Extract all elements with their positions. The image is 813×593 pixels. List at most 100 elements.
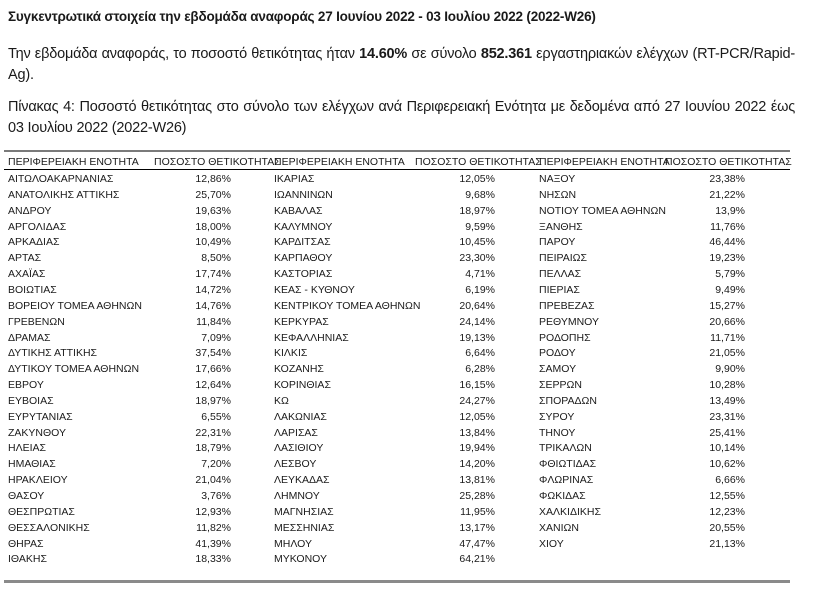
table-row: ΔΥΤΙΚΟΥ ΤΟΜΕΑ ΑΘΗΝΩΝ 17,66% bbox=[4, 361, 270, 377]
region-name: ΚΑΡΔΙΤΣΑΣ bbox=[274, 236, 331, 249]
table-row: ΡΟΔΟΠΗΣ 11,71% bbox=[535, 330, 790, 346]
table-row: ΠΑΡΟΥ 46,44% bbox=[535, 234, 790, 250]
region-name: ΚΟΡΙΝΘΙΑΣ bbox=[274, 379, 331, 392]
table-row: ΒΟΙΩΤΙΑΣ 14,72% bbox=[4, 282, 270, 298]
table-row: ΣΠΟΡΑΔΩΝ 13,49% bbox=[535, 393, 790, 409]
table-row: ΡΟΔΟΥ 21,05% bbox=[535, 345, 790, 361]
table-row: ΝΟΤΙΟΥ ΤΟΜΕΑ ΑΘΗΝΩΝ 13,9% bbox=[535, 203, 790, 219]
table-row: ΜΥΚΟΝΟΥ 64,21% bbox=[270, 551, 535, 567]
positivity-value: 18,00% bbox=[195, 220, 231, 233]
region-name: ΗΜΑΘΙΑΣ bbox=[8, 458, 56, 471]
positivity-value: 19,13% bbox=[459, 331, 495, 344]
table-row: ΚΕΦΑΛΛΗΝΙΑΣ 19,13% bbox=[270, 330, 535, 346]
table-row: ΠΕΛΛΑΣ 5,79% bbox=[535, 266, 790, 282]
table-header-row: ΠΕΡΙΦΕΡΕΙΑΚΗ ΕΝΟΤΗΤΑ ΠΟΣΟΣΤΟ ΘΕΤΙΚΟΤΗΤΑΣ bbox=[535, 154, 792, 170]
table-row: ΣΕΡΡΩΝ 10,28% bbox=[535, 377, 790, 393]
total-tests: 852.361 bbox=[480, 46, 532, 62]
positivity-value: 9,49% bbox=[715, 283, 745, 296]
region-name: ΚΑΛΥΜΝΟΥ bbox=[274, 220, 333, 233]
positivity-value: 20,55% bbox=[709, 521, 745, 534]
table-row: ΕΥΡΥΤΑΝΙΑΣ 6,55% bbox=[4, 409, 270, 425]
region-name: ΠΙΕΡΙΑΣ bbox=[539, 283, 580, 296]
positivity-value: 46,44% bbox=[709, 236, 745, 249]
positivity-value: 23,31% bbox=[709, 410, 745, 423]
positivity-value: 7,20% bbox=[201, 458, 231, 471]
positivity-value: 9,59% bbox=[465, 220, 495, 233]
region-name: ΞΑΝΘΗΣ bbox=[539, 220, 583, 233]
table-row: ΗΡΑΚΛΕΙΟΥ 21,04% bbox=[4, 472, 270, 488]
positivity-value: 11,76% bbox=[710, 220, 745, 233]
table-row: ΞΑΝΘΗΣ 11,76% bbox=[535, 219, 790, 235]
table-row: ΜΗΛΟΥ 47,47% bbox=[270, 536, 535, 552]
positivity-value: 18,33% bbox=[195, 553, 231, 566]
positivity-value: 8,50% bbox=[201, 252, 231, 265]
region-name: ΗΛΕΙΑΣ bbox=[8, 442, 47, 455]
region-name: ΛΑΣΙΘΙΟΥ bbox=[274, 442, 324, 455]
positivity-value: 9,90% bbox=[715, 363, 745, 376]
region-name: ΦΩΚΙΔΑΣ bbox=[539, 490, 586, 502]
region-name: ΙΘΑΚΗΣ bbox=[8, 553, 47, 566]
table-row: ΚΕΡΚΥΡΑΣ 24,14% bbox=[270, 314, 535, 330]
region-name: ΗΡΑΚΛΕΙΟΥ bbox=[8, 474, 68, 487]
table-row: ΑΙΤΩΛΟΑΚΑΡΝΑΝΙΑΣ 12,86% bbox=[4, 171, 270, 187]
positivity-value: 10,45% bbox=[459, 236, 495, 249]
positivity-value: 22,31% bbox=[195, 426, 231, 439]
table-row: ΧΑΝΙΩΝ 20,55% bbox=[535, 520, 790, 536]
table-row: ΑΝΔΡΟΥ 19,63% bbox=[4, 203, 270, 219]
region-name: ΕΥΒΟΙΑΣ bbox=[8, 394, 54, 407]
positivity-value: 12,05% bbox=[459, 173, 495, 185]
region-name: ΤΗΝΟΥ bbox=[539, 426, 576, 439]
positivity-value: 12,23% bbox=[709, 505, 745, 518]
region-name: ΚΕΑΣ - ΚΥΘΝΟΥ bbox=[274, 283, 355, 296]
table-row: ΘΕΣΣΑΛΟΝΙΚΗΣ 11,82% bbox=[4, 520, 270, 536]
region-name: ΣΠΟΡΑΔΩΝ bbox=[539, 394, 597, 407]
region-name: ΚΩ bbox=[274, 394, 289, 407]
region-name: ΓΡΕΒΕΝΩΝ bbox=[8, 315, 65, 328]
region-name: ΠΕΙΡΑΙΩΣ bbox=[539, 252, 587, 265]
region-name: ΡΟΔΟΥ bbox=[539, 347, 576, 360]
table-row: ΚΑΡΠΑΘΟΥ 23,30% bbox=[270, 250, 535, 266]
positivity-value: 11,84% bbox=[196, 315, 231, 328]
positivity-value: 25,41% bbox=[709, 426, 745, 439]
table-row: ΛΑΚΩΝΙΑΣ 12,05% bbox=[270, 409, 535, 425]
region-name: ΜΕΣΣΗΝΙΑΣ bbox=[274, 521, 335, 534]
region-name: ΚΕΦΑΛΛΗΝΙΑΣ bbox=[274, 331, 349, 344]
region-name: ΔΥΤΙΚΟΥ ΤΟΜΕΑ ΑΘΗΝΩΝ bbox=[8, 363, 140, 376]
table-row: ΠΡΕΒΕΖΑΣ 15,27% bbox=[535, 298, 790, 314]
table-row: ΘΕΣΠΡΩΤΙΑΣ 12,93% bbox=[4, 504, 270, 520]
table-row: ΑΡΤΑΣ 8,50% bbox=[4, 250, 270, 266]
positivity-value: 16,15% bbox=[459, 379, 495, 392]
region-name: ΚΑΒΑΛΑΣ bbox=[274, 204, 323, 217]
positivity-value: 10,28% bbox=[709, 379, 745, 392]
region-name: ΚΕΝΤΡΙΚΟΥ ΤΟΜΕΑ ΑΘΗΝΩΝ bbox=[274, 299, 421, 312]
positivity-value: 6,28% bbox=[465, 363, 495, 376]
table-row: ΓΡΕΒΕΝΩΝ 11,84% bbox=[4, 314, 270, 330]
positivity-value: 37,54% bbox=[195, 347, 231, 360]
positivity-value: 14,20% bbox=[459, 458, 495, 471]
positivity-value: 12,55% bbox=[709, 490, 745, 502]
region-name: ΧΑΝΙΩΝ bbox=[539, 521, 579, 534]
positivity-value: 11,71% bbox=[710, 331, 745, 344]
positivity-value: 18,97% bbox=[195, 394, 231, 407]
positivity-value: 23,38% bbox=[709, 173, 745, 185]
region-name: ΙΩΑΝΝΙΝΩΝ bbox=[274, 188, 333, 201]
table-row: ΡΕΘΥΜΝΟΥ 20,66% bbox=[535, 314, 790, 330]
table-row: ΕΥΒΟΙΑΣ 18,97% bbox=[4, 393, 270, 409]
region-name: ΚΑΡΠΑΘΟΥ bbox=[274, 252, 333, 265]
header-positivity: ΠΟΣΟΣΤΟ ΘΕΤΙΚΟΤΗΤΑΣ bbox=[154, 156, 281, 168]
table-row: ΚΟΖΑΝΗΣ 6,28% bbox=[270, 361, 535, 377]
header-positivity: ΠΟΣΟΣΤΟ ΘΕΤΙΚΟΤΗΤΑΣ bbox=[665, 156, 792, 168]
region-name: ΝΗΣΩΝ bbox=[539, 188, 577, 201]
table-row: ΛΑΡΙΣΑΣ 13,84% bbox=[270, 425, 535, 441]
table-row: ΚΑΒΑΛΑΣ 18,97% bbox=[270, 203, 535, 219]
positivity-value: 24,27% bbox=[459, 394, 495, 407]
table-row: ΣΑΜΟΥ 9,90% bbox=[535, 361, 790, 377]
table-row: ΔΡΑΜΑΣ 7,09% bbox=[4, 330, 270, 346]
region-name: ΣΑΜΟΥ bbox=[539, 363, 577, 376]
positivity-value: 21,13% bbox=[709, 537, 745, 550]
region-name: ΦΘΙΩΤΙΔΑΣ bbox=[539, 458, 597, 471]
positivity-value: 12,93% bbox=[195, 505, 231, 518]
positivity-value: 21,04% bbox=[195, 474, 231, 487]
table-row: ΕΒΡΟΥ 12,64% bbox=[4, 377, 270, 393]
table-row: ΤΡΙΚΑΛΩΝ 10,14% bbox=[535, 440, 790, 456]
